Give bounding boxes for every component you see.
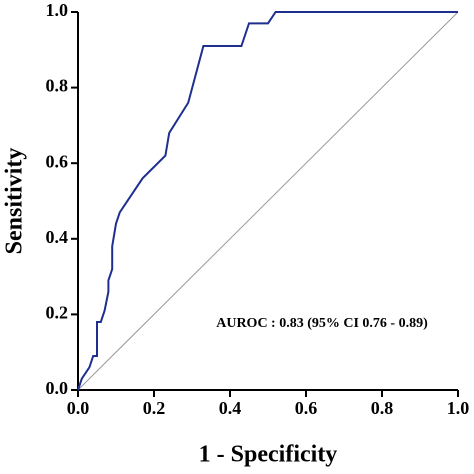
x-axis-title: 1 - Specificity <box>199 442 338 468</box>
x-tick-label: 1.0 <box>447 398 470 418</box>
y-tick-label: 0.8 <box>46 76 69 96</box>
x-tick-label: 0.4 <box>219 398 242 418</box>
y-tick-label: 0.0 <box>46 378 69 398</box>
x-tick-label: 0.6 <box>295 398 318 418</box>
y-axis-title: Sensitivity <box>2 148 28 255</box>
y-tick-label: 0.4 <box>46 227 69 247</box>
y-tick-label: 1.0 <box>46 0 69 20</box>
roc-curve <box>77 11 458 391</box>
y-tick-label: 0.6 <box>46 151 69 171</box>
reference-line <box>77 11 459 391</box>
y-tick-label: 0.2 <box>46 303 69 323</box>
x-tick-label: 0.2 <box>143 398 166 418</box>
x-tick-label: 0.8 <box>371 398 394 418</box>
annotation: AUROC : 0.83 (95% CI 0.76 - 0.89) <box>216 316 428 331</box>
x-tick-label: 0.0 <box>67 398 90 418</box>
